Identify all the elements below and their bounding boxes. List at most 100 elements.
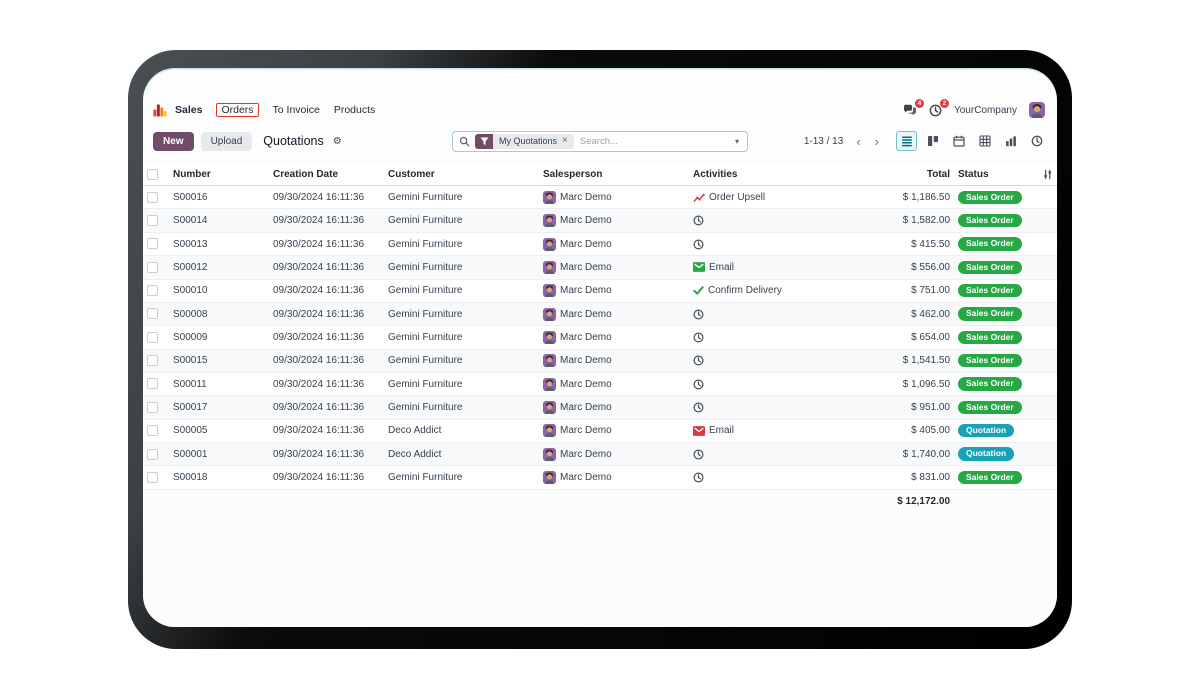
row-checkbox[interactable] (147, 448, 158, 460)
cell-customer[interactable]: Gemini Furniture (384, 185, 539, 210)
upload-button[interactable]: Upload (200, 131, 253, 151)
cell-customer[interactable]: Gemini Furniture (384, 302, 539, 327)
cell-creation-date[interactable]: 09/30/2024 16:11:36 (269, 255, 384, 280)
cell-creation-date[interactable]: 09/30/2024 16:11:36 (269, 325, 384, 350)
menu-to-invoice[interactable]: To Invoice (272, 104, 320, 116)
optional-columns-icon[interactable] (1042, 169, 1053, 180)
row-checkbox[interactable] (147, 331, 158, 343)
table-row[interactable]: S00011 09/30/2024 16:11:36 Gemini Furnitur… (143, 372, 1057, 397)
search-input[interactable] (579, 135, 727, 147)
row-checkbox[interactable] (147, 425, 158, 437)
view-switch-calendar[interactable] (948, 131, 969, 151)
menu-orders[interactable]: Orders (216, 103, 259, 117)
cell-salesperson[interactable]: Marc Demo (539, 372, 689, 397)
cell-salesperson[interactable]: Marc Demo (539, 279, 689, 303)
cell-salesperson[interactable]: Marc Demo (539, 442, 689, 467)
cell-salesperson[interactable]: Marc Demo (539, 465, 689, 490)
cell-salesperson[interactable]: Marc Demo (539, 255, 689, 280)
cell-customer[interactable]: Gemini Furniture (384, 255, 539, 280)
cell-salesperson[interactable]: Marc Demo (539, 395, 689, 420)
view-switch-graph[interactable] (1000, 131, 1021, 151)
cell-number[interactable]: S00017 (169, 395, 269, 420)
cell-creation-date[interactable]: 09/30/2024 16:11:36 (269, 232, 384, 257)
view-switch-pivot[interactable] (974, 131, 995, 151)
chart-increase-icon[interactable] (693, 191, 705, 203)
table-row[interactable]: S00005 09/30/2024 16:11:36 Deco Addict Marc… (143, 419, 1057, 443)
row-checkbox[interactable] (147, 261, 158, 273)
activities-clock-icon[interactable]: 2 (929, 98, 949, 117)
table-row[interactable]: S00012 09/30/2024 16:11:36 Gemini Furnitur… (143, 255, 1057, 280)
clock-icon[interactable] (693, 238, 704, 250)
column-status[interactable]: Status (954, 164, 1026, 187)
cell-number[interactable]: S00015 (169, 349, 269, 373)
cell-activity[interactable] (689, 302, 874, 327)
clock-icon[interactable] (693, 472, 704, 483)
cell-number[interactable]: S00014 (169, 208, 269, 233)
email-icon[interactable] (693, 262, 705, 273)
clock-icon[interactable] (693, 332, 704, 343)
cell-creation-date[interactable]: 09/30/2024 16:11:36 (269, 442, 384, 467)
cell-activity[interactable] (689, 395, 874, 420)
cell-activity[interactable]: Order Upsell (689, 185, 874, 210)
cell-number[interactable]: S00012 (169, 255, 269, 280)
cell-number[interactable]: S00018 (169, 465, 269, 490)
table-row[interactable]: S00008 09/30/2024 16:11:36 Gemini Furnitur… (143, 302, 1057, 327)
cell-creation-date[interactable]: 09/30/2024 16:11:36 (269, 419, 384, 443)
table-row[interactable]: S00017 09/30/2024 16:11:36 Gemini Furnitur… (143, 395, 1057, 420)
row-checkbox[interactable] (147, 308, 158, 320)
cell-activity[interactable] (689, 372, 874, 397)
cell-creation-date[interactable]: 09/30/2024 16:11:36 (269, 465, 384, 490)
cell-activity[interactable] (689, 232, 874, 257)
menu-sales[interactable]: Sales (175, 104, 203, 116)
select-all-checkbox[interactable] (147, 169, 158, 180)
cell-activity[interactable] (689, 349, 874, 373)
cell-activity[interactable] (689, 465, 874, 490)
cell-creation-date[interactable]: 09/30/2024 16:11:36 (269, 372, 384, 397)
cell-customer[interactable]: Gemini Furniture (384, 465, 539, 490)
cell-number[interactable]: S00005 (169, 419, 269, 443)
new-button[interactable]: New (153, 131, 194, 151)
cell-salesperson[interactable]: Marc Demo (539, 185, 689, 210)
table-row[interactable]: S00014 09/30/2024 16:11:36 Gemini Furnitur… (143, 208, 1057, 233)
cell-customer[interactable]: Gemini Furniture (384, 349, 539, 373)
facet-remove-icon[interactable]: × (562, 135, 568, 146)
email-icon[interactable] (693, 425, 705, 436)
row-checkbox[interactable] (147, 378, 158, 390)
cell-salesperson[interactable]: Marc Demo (539, 232, 689, 257)
clock-icon[interactable] (693, 309, 704, 320)
column-activities[interactable]: Activities (689, 164, 874, 187)
table-row[interactable]: S00015 09/30/2024 16:11:36 Gemini Furnitur… (143, 349, 1057, 373)
table-row[interactable]: S00013 09/30/2024 16:11:36 Gemini Furnitur… (143, 232, 1057, 257)
clock-icon[interactable] (693, 402, 704, 413)
row-checkbox[interactable] (147, 191, 158, 203)
cell-customer[interactable]: Gemini Furniture (384, 232, 539, 257)
cell-number[interactable]: S00011 (169, 372, 269, 397)
clock-icon[interactable] (693, 379, 704, 390)
cell-salesperson[interactable]: Marc Demo (539, 349, 689, 373)
sales-app-icon[interactable] (153, 103, 167, 117)
row-checkbox[interactable] (147, 285, 158, 297)
view-switch-list[interactable] (896, 131, 917, 151)
cell-activity[interactable]: Email (689, 419, 874, 443)
cell-customer[interactable]: Deco Addict (384, 442, 539, 467)
table-row[interactable]: S00009 09/30/2024 16:11:36 Gemini Furnitur… (143, 325, 1057, 350)
pager-next-button[interactable]: › (870, 134, 884, 149)
column-salesperson[interactable]: Salesperson (539, 164, 689, 187)
cell-activity[interactable]: Confirm Delivery (689, 279, 874, 303)
user-avatar[interactable] (1029, 102, 1045, 118)
table-row[interactable]: S00010 09/30/2024 16:11:36 Gemini Furnitur… (143, 279, 1057, 303)
cell-creation-date[interactable]: 09/30/2024 16:11:36 (269, 395, 384, 420)
search-dropdown-caret-icon[interactable]: ▾ (734, 136, 739, 146)
cell-salesperson[interactable]: Marc Demo (539, 302, 689, 327)
clock-icon[interactable] (693, 215, 704, 226)
clock-icon[interactable] (693, 449, 704, 460)
column-creation-date[interactable]: Creation Date (269, 164, 384, 187)
cell-number[interactable]: S00016 (169, 185, 269, 210)
cell-number[interactable]: S00008 (169, 302, 269, 327)
cell-creation-date[interactable]: 09/30/2024 16:11:36 (269, 208, 384, 233)
row-checkbox[interactable] (147, 401, 158, 413)
cell-customer[interactable]: Gemini Furniture (384, 208, 539, 233)
cell-customer[interactable]: Gemini Furniture (384, 325, 539, 350)
cell-customer[interactable]: Gemini Furniture (384, 372, 539, 397)
cell-number[interactable]: S00001 (169, 442, 269, 467)
